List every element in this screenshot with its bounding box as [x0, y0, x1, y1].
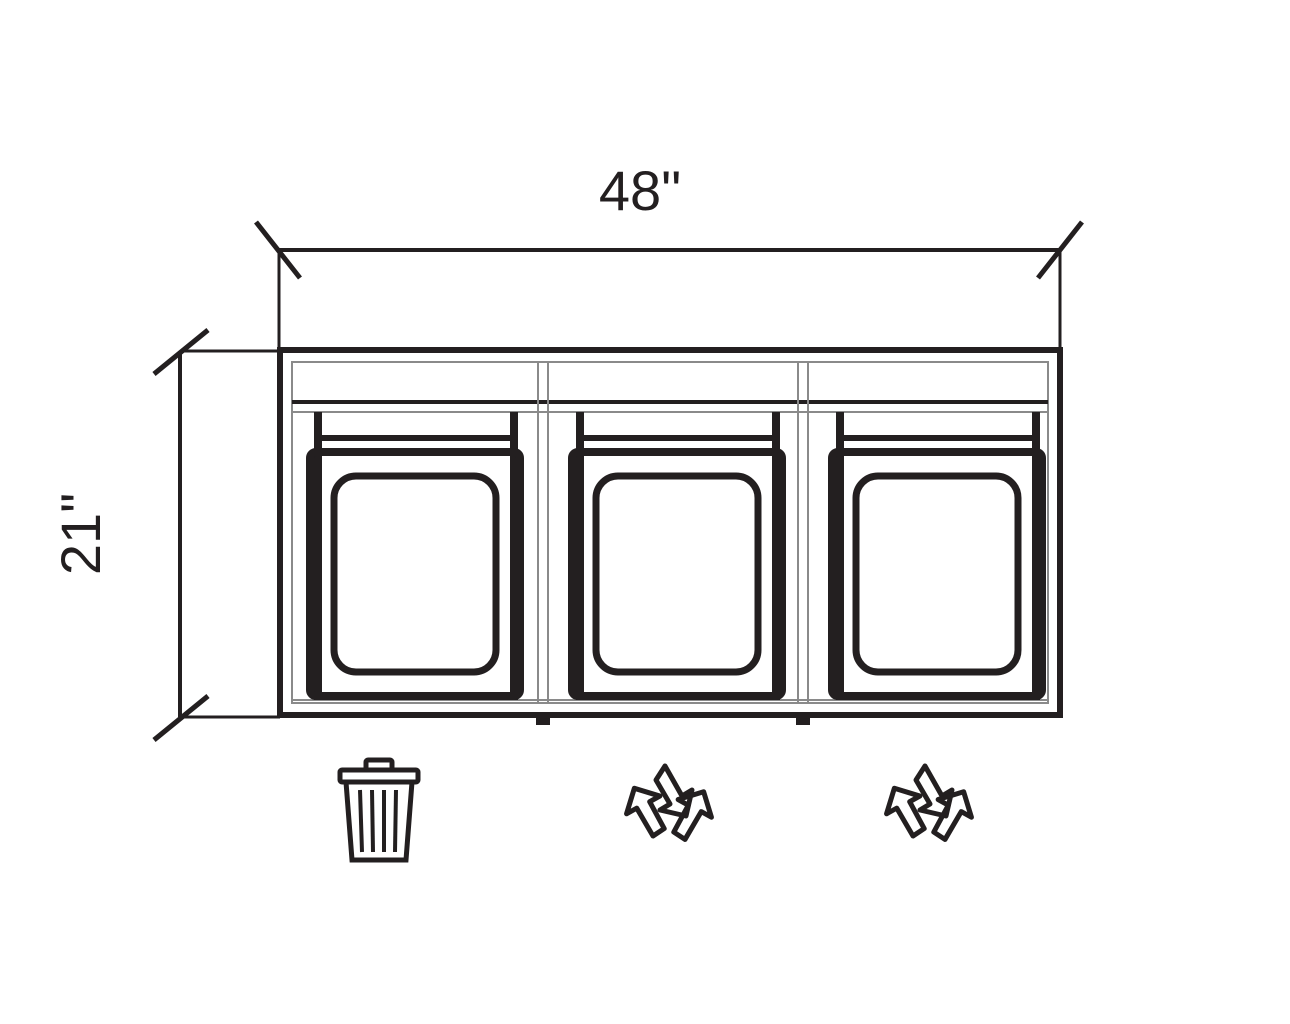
width-label: 48"	[599, 159, 681, 222]
bin-1	[310, 412, 520, 700]
bin-2	[572, 412, 782, 700]
recycle-icon-2	[878, 766, 979, 842]
width-dimension: 48"	[256, 159, 1082, 350]
height-label: 21"	[49, 493, 112, 575]
recycle-icon-1	[618, 766, 719, 842]
bin-3	[832, 412, 1042, 700]
height-dimension: 21"	[49, 330, 280, 740]
trash-icon	[340, 760, 418, 860]
dimension-drawing: 48" 21"	[0, 0, 1290, 1024]
